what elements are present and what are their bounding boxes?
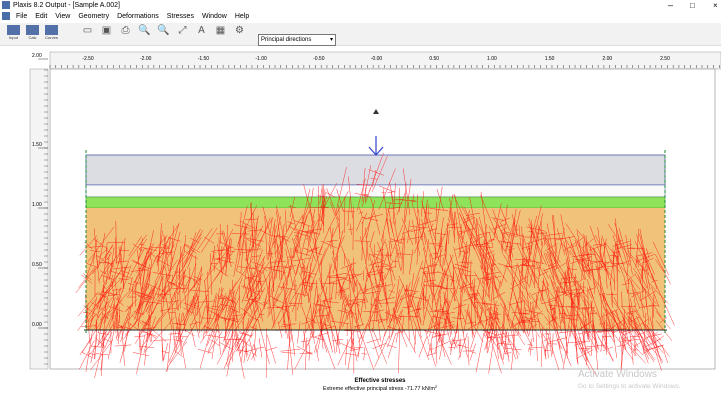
x-ruler-label: 1.00 (487, 56, 497, 62)
toolbar-icon[interactable]: ⎙ (118, 25, 133, 41)
y-ruler-label: 0.50 (32, 262, 42, 268)
toolbar-icon[interactable]: ⚙ (232, 25, 247, 41)
toolbar-icon[interactable]: 🔍 (156, 25, 171, 41)
caption-subtitle: Extreme effective principal stress -71.7… (323, 384, 438, 392)
window-title: Plaxis 8.2 Output - [Sample A.002] (13, 2, 120, 9)
x-ruler-label: -0.50 (313, 56, 325, 62)
title-bar: Plaxis 8.2 Output - [Sample A.002] – □ × (0, 0, 721, 11)
x-ruler-label: -1.00 (255, 56, 267, 62)
toolbar-icon[interactable]: ▭ (80, 25, 95, 41)
x-ruler-label: -2.50 (82, 56, 94, 62)
green-layer (86, 197, 665, 208)
toolbar-button-label: Calc (28, 35, 36, 40)
x-ruler-label: 0.50 (429, 56, 439, 62)
gap-layer (86, 185, 665, 197)
y-ruler-label: 1.00 (32, 202, 42, 208)
dropdown-text: Principal directions (261, 37, 311, 43)
menu-item[interactable]: View (55, 13, 70, 20)
upper-layer (86, 155, 665, 185)
menu-item[interactable]: Edit (35, 13, 47, 20)
toolbar-button[interactable]: Input (6, 25, 21, 41)
toolbar-icon[interactable]: ▣ (99, 25, 114, 41)
plot-area: -2.50 -2.00 -1.50 -1.00 -0.50 -0.00 0.50 1.00 1.… (0, 46, 721, 401)
page: Plaxis 8.2 Output - [Sample A.002] – □ ×… (0, 0, 721, 401)
toolbar-button[interactable]: Curves (44, 25, 59, 41)
menu-item[interactable]: Help (235, 13, 249, 20)
toolbar-icon[interactable]: ▦ (213, 25, 228, 41)
y-ruler-label: 2.00 (32, 53, 42, 59)
menu-item[interactable]: Deformations (117, 13, 159, 20)
menu-item[interactable]: Stresses (167, 13, 194, 20)
maximize-button[interactable]: □ (690, 0, 695, 11)
x-ruler-label: 2.50 (660, 56, 670, 62)
toolbar-icon[interactable]: 🔍 (137, 25, 152, 41)
y-ruler-label: 0.00 (32, 322, 42, 328)
menu-bar: File Edit View Geometry Deformations Stresses… (0, 11, 721, 22)
toolbar-icon[interactable]: ⤢ (175, 25, 190, 41)
view-dropdown[interactable]: Principal directions▾ (258, 34, 336, 46)
watermark-title: Activate Windows (578, 369, 657, 380)
caption-text: Extreme effective principal stress -71.7… (323, 386, 435, 392)
x-ruler-label: 1.50 (545, 56, 555, 62)
minimize-button[interactable]: – (668, 0, 673, 11)
toolbar-button-label: Curves (45, 35, 58, 40)
close-button[interactable]: × (713, 0, 718, 11)
x-ruler-label: -1.50 (198, 56, 210, 62)
y-ruler-label: 1.50 (32, 142, 42, 148)
menu-item[interactable]: Geometry (78, 13, 109, 20)
x-ruler-label: -0.00 (371, 56, 383, 62)
menu-item[interactable]: Window (202, 13, 227, 20)
x-ruler-label: -2.00 (140, 56, 152, 62)
toolbar-button-label: Input (9, 35, 18, 40)
watermark-subtitle: Go to Settings to activate Windows. (578, 383, 681, 390)
x-ruler-label: 2.00 (602, 56, 612, 62)
caption-title: Effective stresses (354, 378, 406, 384)
toolbar-icon[interactable]: A (194, 25, 209, 41)
toolbar-button[interactable]: Calc (25, 25, 40, 41)
caption-superscript: 2 (435, 384, 438, 389)
menu-item[interactable]: File (16, 13, 27, 20)
